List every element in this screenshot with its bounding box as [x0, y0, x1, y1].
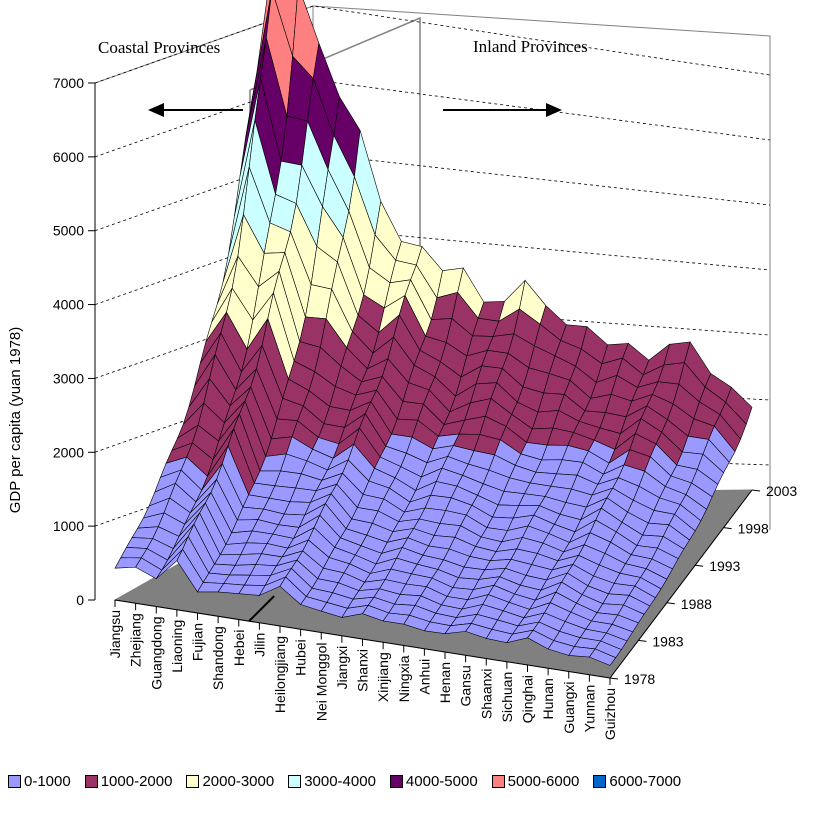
- x-tick-label: Qinghai: [520, 675, 536, 723]
- x-tick-label: Nei Monggol: [313, 643, 329, 722]
- surface-cell: [588, 648, 617, 666]
- legend-swatch: [491, 774, 505, 788]
- x-tick-label: Hunan: [540, 678, 556, 719]
- left-arrow: [148, 103, 243, 117]
- legend: 0-1000 1000-2000 2000-3000 3000-4000 4000-50…: [8, 769, 816, 793]
- annotations: Coastal Provinces Inland Provinces GDP p…: [7, 37, 588, 513]
- y-tick-label: 2003: [766, 483, 797, 499]
- legend-item: 6000-7000: [593, 773, 681, 790]
- legend-label: 1000-2000: [100, 772, 173, 790]
- x-tick-label: Xinjiang: [375, 652, 391, 702]
- z-tick-label: 0: [76, 592, 84, 608]
- x-axis-province: Jiangsu Zhejiang Guangdong Liaoning Fujian Sh…: [107, 599, 618, 740]
- x-tick-label: Guizhou: [602, 688, 618, 740]
- x-tick-label: Guangxi: [561, 682, 577, 734]
- y-tick: [723, 527, 732, 530]
- x-tick-label: Hubei: [293, 639, 309, 676]
- x-tick-label: Anhui: [416, 659, 432, 695]
- y-tick: [666, 602, 675, 605]
- z-tick-label: 1000: [53, 518, 84, 534]
- y-tick: [609, 677, 619, 680]
- legend-item: 3000-4000: [288, 773, 376, 790]
- y-tick-label: 1993: [709, 558, 740, 574]
- gridline: [94, 301, 771, 379]
- gridline: [94, 153, 771, 232]
- legend-item: 4000-5000: [389, 772, 478, 790]
- region-divider-floor: [248, 595, 275, 622]
- legend-swatch: [593, 774, 607, 788]
- legend-item: 0-1000: [8, 773, 71, 790]
- x-tick-label: Henan: [437, 662, 453, 703]
- coastal-label: Coastal Provinces: [98, 38, 220, 57]
- legend-item: 5000-6000: [491, 772, 580, 790]
- x-tick-label: Guangdong: [148, 617, 164, 690]
- legend-swatch: [288, 774, 302, 788]
- z-tick-label: 5000: [53, 223, 84, 239]
- surface-mesh: [114, 0, 753, 666]
- legend-swatch: [84, 774, 98, 788]
- x-tick-label: Zhejiang: [128, 613, 144, 667]
- y-tick-label: 1983: [652, 633, 683, 649]
- x-tick-label: Sichuan: [499, 672, 515, 723]
- z-tick-label: 3000: [53, 370, 84, 386]
- legend-label: 6000-7000: [609, 772, 682, 790]
- y-tick-label: 1988: [681, 596, 712, 612]
- x-tick-label: Fujian: [190, 623, 206, 661]
- x-tick-label: Shandong: [210, 626, 226, 690]
- legend-label: 3000-4000: [304, 772, 376, 790]
- x-tick-label: Yunnan: [581, 685, 597, 733]
- y-tick-label: 1998: [738, 521, 769, 537]
- legend-swatch: [186, 774, 200, 788]
- z-axis: 0 1000 2000 3000 4000 5000 6000 7000: [53, 75, 95, 608]
- y-tick-label: 1978: [624, 671, 655, 687]
- z-axis-label: GDP per capita (yuan 1978): [7, 327, 24, 514]
- x-tick-label: Jiangxi: [334, 646, 350, 690]
- legend-swatch: [8, 774, 21, 788]
- y-axis-line: [609, 489, 753, 679]
- z-tick-label: 7000: [53, 75, 84, 91]
- legend-item: 1000-2000: [84, 772, 173, 790]
- z-tick-label: 2000: [53, 444, 84, 460]
- right-arrow: [443, 103, 562, 117]
- x-tick-label: Jiangsu: [107, 610, 123, 658]
- y-tick: [751, 489, 761, 492]
- legend-item: 2000-3000: [186, 773, 274, 790]
- legend-swatch: [389, 774, 403, 788]
- x-tick-label: Gansu: [458, 665, 474, 706]
- legend-label: 2000-3000: [202, 772, 275, 790]
- x-tick-label: Ningxia: [396, 655, 412, 702]
- x-tick-label: Hebei: [231, 630, 247, 667]
- x-tick-label: Shaanxi: [478, 669, 494, 720]
- gridline: [94, 79, 771, 158]
- legend-label: 5000-6000: [507, 772, 580, 790]
- x-tick-label: Liaoning: [169, 620, 185, 673]
- z-tick-label: 4000: [53, 297, 84, 313]
- x-tick-label: Shanxi: [355, 649, 371, 692]
- x-tick-label: Jilin: [251, 633, 267, 657]
- inland-label: Inland Provinces: [473, 37, 588, 56]
- z-tick-label: 6000: [53, 149, 84, 165]
- y-axis-year: 1978 1983 1988 1993 1998 2003: [609, 483, 797, 687]
- y-tick: [638, 639, 647, 642]
- legend-label: 0-1000: [24, 772, 71, 790]
- legend-label: 4000-5000: [405, 772, 478, 790]
- y-tick: [695, 564, 704, 567]
- x-tick-label: Heilongjiang: [272, 636, 288, 713]
